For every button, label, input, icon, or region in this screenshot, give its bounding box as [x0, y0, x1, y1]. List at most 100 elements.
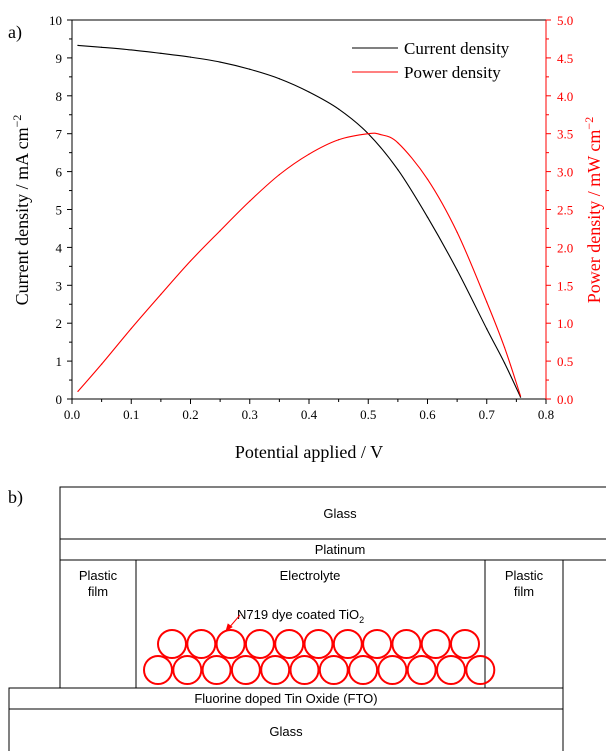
power-density-point — [379, 133, 381, 136]
tio2-particle — [244, 629, 275, 659]
power-density-point — [308, 153, 310, 155]
current-density-point — [189, 56, 192, 58]
tio2-particle — [377, 655, 408, 685]
tio2-particle — [450, 629, 480, 659]
power-density-point — [219, 230, 221, 232]
top-glass-label: Glass — [323, 506, 357, 521]
current-density-point — [278, 78, 280, 80]
plastic-film-left-label-1: Plastic — [79, 568, 118, 583]
current-density-point — [519, 396, 522, 398]
tio2-particle — [420, 629, 451, 659]
power-density-point — [278, 174, 280, 176]
bottom-glass-label: Glass — [269, 724, 303, 739]
current-density-point — [160, 52, 162, 54]
current-density-point — [486, 328, 488, 330]
tio2-particle — [157, 629, 187, 659]
current-density-point — [308, 91, 310, 93]
x-tick-label: 0.0 — [64, 407, 80, 422]
power-density-point — [503, 346, 506, 349]
current-density-point — [338, 108, 340, 110]
x-tick-label: 0.4 — [301, 407, 318, 422]
series-current-density-line — [77, 44, 522, 398]
y-left-tick-label: 4 — [56, 240, 63, 255]
bottom-glass-layer — [8, 708, 564, 751]
x-axis: 0.0 0.1 0.2 0.3 0.4 0.5 0.6 0.7 0.8 — [64, 399, 554, 422]
plastic-film-right-label-2: film — [514, 584, 534, 599]
tio2-particle — [436, 655, 466, 685]
y-right-tick-label: 0.5 — [557, 354, 573, 369]
y-right-tick-label: 2.5 — [557, 203, 573, 218]
power-density-point — [426, 178, 429, 180]
current-density-point — [426, 216, 429, 218]
current-density-point — [249, 68, 251, 70]
y-right-tick-label: 1.0 — [557, 316, 573, 331]
dye-label-sub: 2 — [359, 615, 364, 625]
power-density-point — [338, 139, 340, 141]
tio2-particle — [215, 629, 246, 659]
legend: Current density Power density — [352, 39, 510, 82]
tio2-particle — [406, 655, 437, 685]
power-density-point — [189, 260, 192, 262]
y-left-tick-label: 3 — [56, 278, 63, 293]
y-right-tick-label: 1.5 — [557, 278, 573, 293]
series-layer — [77, 44, 522, 398]
tio2-particle — [303, 629, 334, 659]
legend-label-power: Power density — [404, 63, 501, 82]
tio2-particle — [172, 655, 203, 685]
y-axis-right: 0.0 0.5 1.0 1.5 2.0 2.5 3.0 3.5 4.0 4.5 5.0 — [545, 13, 573, 407]
power-density-point — [397, 142, 399, 144]
y-right-tick-label: 4.0 — [557, 89, 573, 104]
y-left-tick-label: 0 — [56, 392, 63, 407]
x-tick-label: 0.7 — [479, 407, 496, 422]
tio2-particle — [143, 655, 173, 685]
tio2-particle — [186, 629, 217, 659]
cell-diagram — [8, 486, 606, 751]
y-left-tick-label: 1 — [56, 354, 63, 369]
power-density-point — [101, 363, 103, 365]
y-right-tick-label: 0.0 — [557, 392, 573, 407]
panel-b-label: b) — [8, 487, 23, 508]
y-left-tick-label: 5 — [56, 203, 63, 218]
y-left-tick-label: 9 — [56, 51, 63, 66]
x-tick-label: 0.6 — [419, 407, 436, 422]
tio2-particle — [348, 655, 379, 685]
x-tick-label: 0.5 — [360, 407, 376, 422]
y-axis-left-title: Current density / mA cm−2 — [10, 115, 32, 306]
electrolyte-label: Electrolyte — [280, 568, 341, 583]
y-right-tick-label: 3.0 — [557, 165, 573, 180]
power-density-point — [367, 133, 369, 135]
tio2-particle — [274, 629, 305, 659]
tio2-particle — [230, 655, 261, 685]
series-power-density-line — [77, 132, 522, 397]
tio2-particle — [362, 629, 393, 659]
x-tick-label: 0.3 — [242, 407, 258, 422]
power-density-point — [486, 301, 488, 303]
power-density-point — [130, 327, 132, 330]
power-density-point — [456, 231, 458, 233]
dye-pointer-arrowhead — [225, 623, 233, 632]
y-left-tick-label: 6 — [56, 165, 63, 180]
platinum-label: Platinum — [315, 542, 366, 557]
y-axis-left-title-sup: −2 — [10, 115, 24, 128]
tio2-particle — [289, 655, 320, 685]
tio2-particle — [391, 629, 422, 659]
current-density-point — [219, 61, 221, 63]
plastic-film-right-label-1: Plastic — [505, 568, 544, 583]
power-density-point — [519, 395, 522, 397]
legend-label-current: Current density — [404, 39, 510, 58]
tio2-particle — [332, 629, 363, 659]
y-right-tick-label: 4.5 — [557, 51, 573, 66]
tio2-particle — [465, 655, 496, 685]
x-axis-title: Potential applied / V — [235, 442, 383, 462]
y-axis-right-title: Power density / mW cm−2 — [582, 117, 604, 303]
y-right-tick-label: 3.5 — [557, 127, 573, 142]
x-tick-label: 0.2 — [182, 407, 198, 422]
x-tick-label: 0.1 — [123, 407, 139, 422]
current-density-point — [503, 362, 506, 364]
tio2-particles — [143, 629, 496, 685]
y-axis-left-title-text: Current density / mA cm — [12, 127, 32, 305]
panel-a-label: a) — [8, 22, 22, 43]
y-right-tick-label: 5.0 — [557, 13, 573, 28]
y-axis-right-title-sup: −2 — [582, 117, 596, 130]
y-left-tick-label: 10 — [49, 13, 62, 28]
